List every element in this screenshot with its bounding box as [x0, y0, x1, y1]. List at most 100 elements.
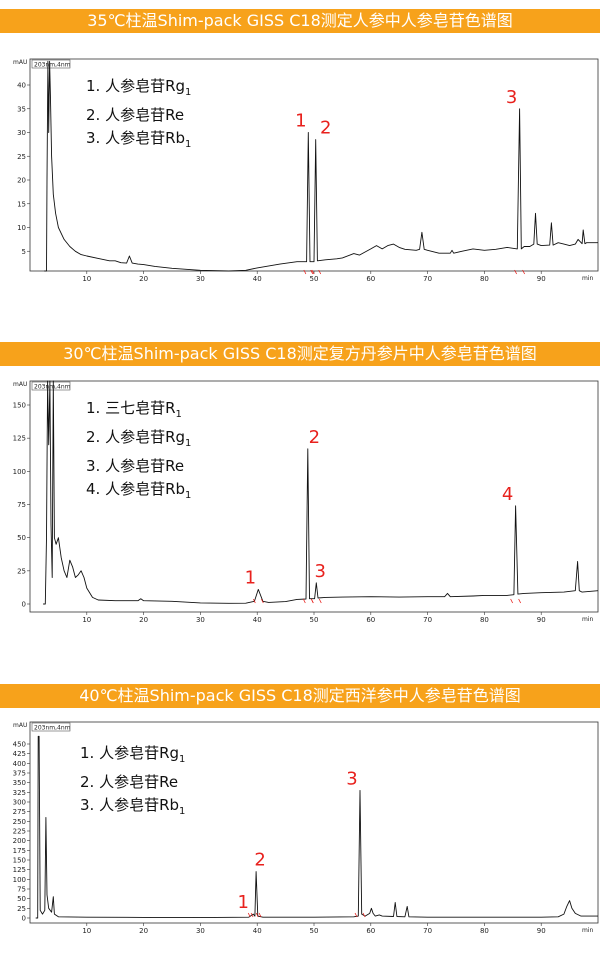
legend-item-name: 人参皂苷Re [105, 457, 185, 475]
peak-label-3: 3 [315, 561, 326, 582]
legend-item-name: 人参皂苷Rg [99, 744, 180, 762]
legend-item: 4. 人参皂苷Rb1 [86, 478, 191, 507]
peak-label-2: 2 [309, 427, 320, 448]
x-unit-label: min [582, 927, 594, 934]
x-tick-label: 90 [537, 927, 546, 935]
x-tick-label: 40 [253, 616, 262, 624]
legend-item-subscript: 1 [185, 490, 192, 501]
x-tick-label: 20 [139, 275, 148, 283]
y-tick-label: 425 [13, 750, 26, 758]
peak-label-2: 2 [320, 118, 331, 139]
y-tick-label: 20 [17, 177, 26, 185]
legend-item-subscript: 1 [179, 806, 186, 817]
legend-item-subscript: 1 [185, 438, 192, 449]
y-tick-label: 50 [17, 895, 26, 903]
legend-item: 2. 人参皂苷Re [80, 771, 185, 794]
integration-marker [514, 269, 525, 275]
x-tick-label: 80 [480, 275, 489, 283]
x-tick-label: 50 [310, 616, 319, 624]
x-tick-label: 50 [310, 927, 319, 935]
legend-item: 1. 人参皂苷Rg1 [86, 75, 191, 104]
y-tick-label: 15 [17, 200, 26, 208]
chromatogram-panel-1: mAU min 203nm,4nm 5 10 15 20 25 30 35 40 10 20 30 40 50… [0, 45, 600, 305]
y-tick-label: 40 [17, 82, 26, 90]
x-tick-label: 60 [366, 616, 375, 624]
legend-item-number: 1. [80, 744, 100, 762]
channel-label: 203nm,4nm [34, 725, 71, 732]
integration-marker [310, 269, 322, 275]
legend-item-number: 3. [86, 457, 106, 475]
y-unit-label: mAU [13, 59, 27, 66]
legend-item-name: 人参皂苷Re [99, 773, 179, 791]
x-tick-label: 90 [537, 275, 546, 283]
x-tick-label: 50 [310, 275, 319, 283]
channel-box [31, 59, 71, 69]
legend-1: 1. 人参皂苷Rg1 2. 人参皂苷Re 3. 人参皂苷Rb1 [86, 75, 191, 156]
legend-item-name: 人参皂苷Rg [105, 77, 186, 95]
legend-item-number: 4. [86, 480, 106, 498]
legend-item-name: 三七皂苷R [105, 399, 176, 417]
legend-item-number: 3. [86, 129, 106, 147]
y-tick-label: 350 [13, 779, 26, 787]
legend-item-number: 2. [80, 773, 100, 791]
x-tick-label: 10 [82, 275, 91, 283]
x-unit-label: min [582, 275, 594, 282]
x-unit-label: min [582, 616, 594, 623]
channel-box [31, 722, 71, 732]
legend-item-subscript: 1 [175, 409, 182, 420]
x-tick-label: 80 [480, 616, 489, 624]
y-tick-label: 100 [13, 876, 26, 884]
integration-marker [510, 598, 521, 604]
legend-item: 2. 人参皂苷Re [86, 104, 191, 127]
y-tick-label: 125 [13, 866, 26, 874]
legend-item-subscript: 1 [179, 754, 186, 765]
y-tick-label: 150 [13, 402, 26, 410]
x-tick-label: 20 [139, 616, 148, 624]
legend-3: 1. 人参皂苷Rg1 2. 人参皂苷Re 3. 人参皂苷Rb1 [80, 742, 185, 823]
channel-label: 203nm,4nm [34, 384, 71, 391]
legend-item-name: 人参皂苷Rb [105, 480, 186, 498]
legend-item: 3. 人参皂苷Rb1 [80, 794, 185, 823]
y-tick-label: 25 [17, 905, 26, 913]
legend-2: 1. 三七皂苷R1 2. 人参皂苷Rg1 3. 人参皂苷Re 4. 人参皂苷Rb1 [86, 397, 191, 507]
chromatogram-trace [44, 60, 598, 272]
legend-item: 1. 人参皂苷Rg1 [80, 742, 185, 771]
legend-item-number: 2. [86, 106, 106, 124]
legend-item: 3. 人参皂苷Rb1 [86, 127, 191, 156]
integration-marker [354, 912, 366, 918]
legend-item-subscript: 1 [185, 87, 192, 98]
legend-item-name: 人参皂苷Re [105, 106, 185, 124]
y-tick-label: 400 [13, 760, 26, 768]
legend-item: 3. 人参皂苷Re [86, 455, 191, 478]
chromatogram-trace [35, 735, 598, 919]
y-tick-label: 25 [17, 153, 26, 161]
y-tick-label: 175 [13, 847, 26, 855]
y-tick-label: 250 [13, 818, 26, 826]
channel-box [31, 381, 71, 391]
y-tick-label: 5 [22, 248, 26, 256]
legend-item-number: 3. [80, 796, 100, 814]
legend-item-name: 人参皂苷Rg [105, 428, 186, 446]
legend-item-number: 2. [86, 428, 106, 446]
x-tick-label: 10 [82, 616, 91, 624]
y-tick-label: 125 [13, 435, 26, 443]
y-tick-label: 35 [17, 105, 26, 113]
legend-item-subscript: 1 [185, 139, 192, 150]
y-tick-label: 75 [17, 886, 26, 894]
x-tick-label: 60 [366, 275, 375, 283]
legend-item: 2. 人参皂苷Rg1 [86, 426, 191, 455]
x-tick-label: 90 [537, 616, 546, 624]
peak-label-1: 1 [237, 892, 248, 913]
chromatogram-panel-3: mAU min 203nm,4nm 0 25 50 75 100 125 150 175 200 225… [0, 714, 600, 958]
chromatogram-plot-2: mAU min 203nm,4nm 0 25 50 75 100 125 150 10 20 30 40 5… [13, 380, 599, 624]
legend-item-name: 人参皂苷Rb [105, 129, 186, 147]
integration-marker [250, 912, 262, 918]
y-tick-label: 50 [17, 534, 26, 542]
y-tick-label: 100 [13, 468, 26, 476]
y-unit-label: mAU [13, 722, 27, 729]
peak-label-1: 1 [295, 111, 306, 132]
y-tick-label: 375 [13, 770, 26, 778]
y-tick-label: 225 [13, 828, 26, 836]
x-tick-label: 30 [196, 616, 205, 624]
x-tick-label: 20 [139, 927, 148, 935]
